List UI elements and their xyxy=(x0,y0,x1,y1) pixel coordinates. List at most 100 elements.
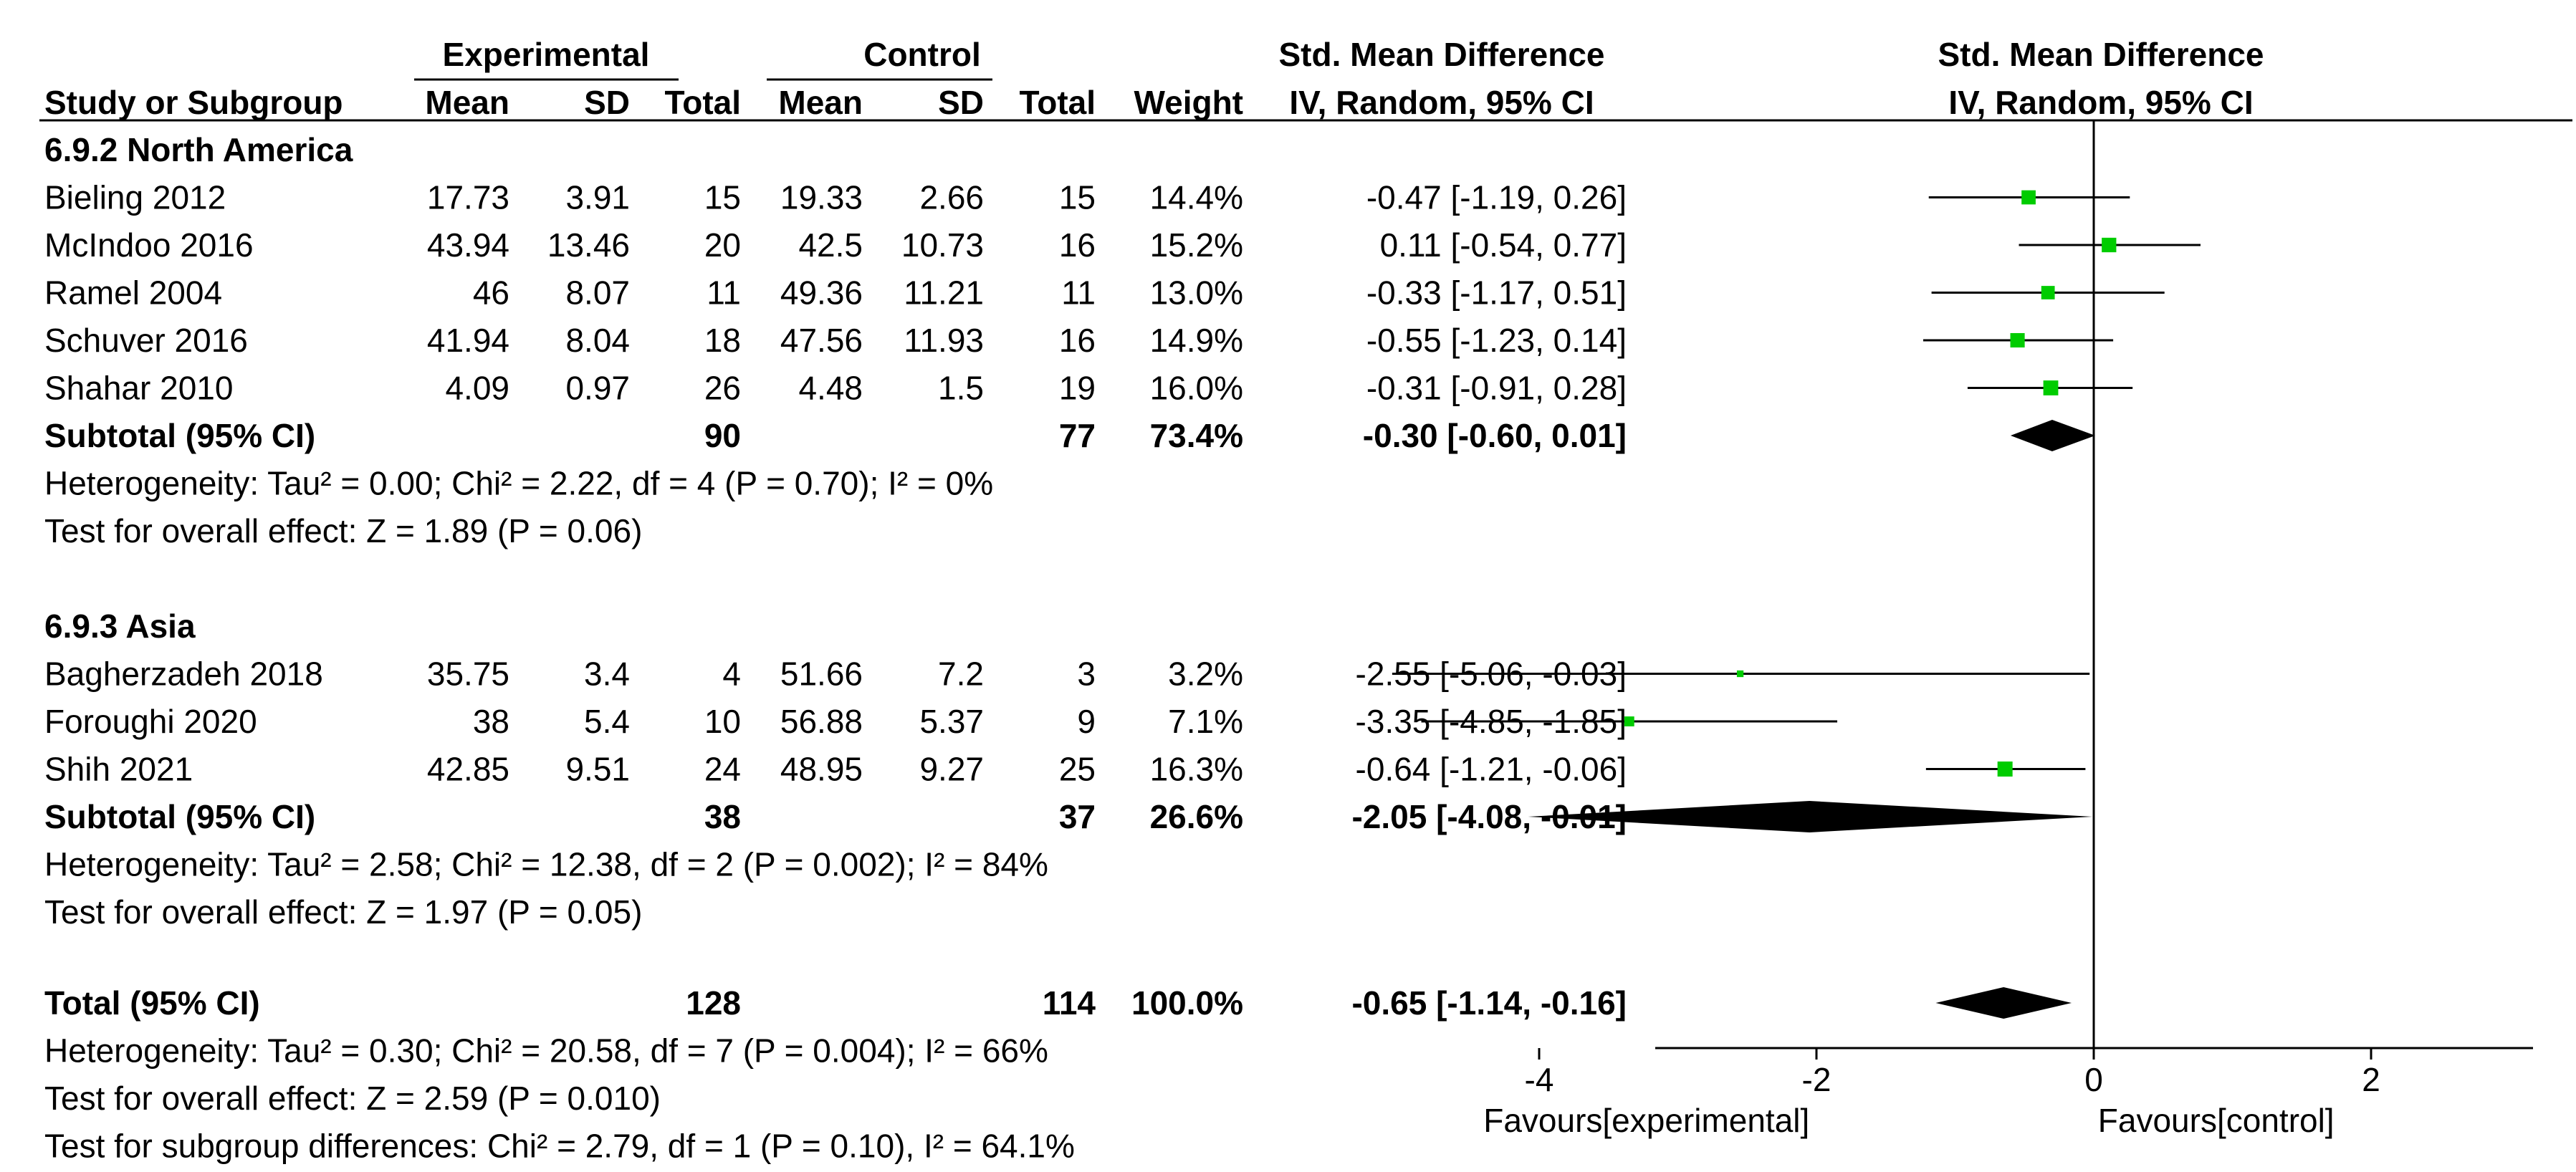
subtotal-c-total: 77 xyxy=(1059,417,1096,454)
study-e-mean: 46 xyxy=(473,274,509,312)
subtotal-diamond xyxy=(1528,801,2093,832)
x-tick-label: -4 xyxy=(1525,1061,1554,1098)
col-c-mean-header: Mean xyxy=(778,84,863,121)
study-e-sd: 8.07 xyxy=(565,274,630,312)
study-ci: -0.33 [-1.17, 0.51] xyxy=(1366,274,1627,312)
total-ci: -0.65 [-1.14, -0.16] xyxy=(1351,984,1627,1022)
study-e-total: 4 xyxy=(722,655,741,693)
study-e-sd: 9.51 xyxy=(565,751,630,788)
study-ci: 0.11 [-0.54, 0.77] xyxy=(1380,226,1627,264)
study-point xyxy=(2041,286,2055,299)
study-e-sd: 3.91 xyxy=(565,179,630,216)
study-weight: 7.1% xyxy=(1168,703,1243,740)
study-weight: 14.4% xyxy=(1150,179,1243,216)
study-e-total: 18 xyxy=(704,322,741,359)
study-ci: -0.55 [-1.23, 0.14] xyxy=(1366,322,1627,359)
subgroup-heterogeneity: Heterogeneity: Tau² = 2.58; Chi² = 12.38… xyxy=(44,846,1048,883)
study-weight: 13.0% xyxy=(1150,274,1243,312)
subtotal-weight: 73.4% xyxy=(1150,417,1243,454)
effect-column-title: Std. Mean Difference xyxy=(1279,36,1605,73)
study-e-sd: 5.4 xyxy=(584,703,630,740)
study-e-total: 24 xyxy=(704,751,741,788)
total-weight: 100.0% xyxy=(1131,984,1243,1022)
subtotal-e-total: 90 xyxy=(704,417,741,454)
col-effect-header: IV, Random, 95% CI xyxy=(1289,84,1594,121)
study-e-total: 20 xyxy=(704,226,741,264)
study-c-total: 3 xyxy=(1077,655,1096,693)
study-weight: 15.2% xyxy=(1150,226,1243,264)
study-c-mean: 4.48 xyxy=(798,370,863,407)
total-heterogeneity: Heterogeneity: Tau² = 0.30; Chi² = 20.58… xyxy=(44,1032,1048,1070)
study-c-sd: 1.5 xyxy=(938,370,984,407)
study-e-sd: 13.46 xyxy=(547,226,630,264)
total-c-total: 114 xyxy=(1043,984,1096,1022)
study-point xyxy=(1997,762,2013,777)
study-label: Bagherzadeh 2018 xyxy=(44,655,323,693)
study-c-sd: 11.21 xyxy=(904,274,984,312)
study-e-mean: 17.73 xyxy=(427,179,509,216)
col-c-sd-header: SD xyxy=(938,84,984,121)
study-label: Shahar 2010 xyxy=(44,370,233,407)
study-c-total: 19 xyxy=(1059,370,1096,407)
study-weight: 16.3% xyxy=(1150,751,1243,788)
study-e-mean: 43.94 xyxy=(427,226,509,264)
subtotal-label: Subtotal (95% CI) xyxy=(44,798,315,835)
subgroup-differences: Test for subgroup differences: Chi² = 2.… xyxy=(44,1128,1075,1165)
study-e-sd: 8.04 xyxy=(565,322,630,359)
study-e-sd: 0.97 xyxy=(565,370,630,407)
study-e-mean: 41.94 xyxy=(427,322,509,359)
study-weight: 14.9% xyxy=(1150,322,1243,359)
subtotal-c-total: 37 xyxy=(1059,798,1096,835)
study-c-total: 25 xyxy=(1059,751,1096,788)
study-e-sd: 3.4 xyxy=(584,655,630,693)
study-e-mean: 4.09 xyxy=(445,370,509,407)
study-label: Bieling 2012 xyxy=(44,179,226,216)
study-c-sd: 9.27 xyxy=(919,751,984,788)
study-point xyxy=(2021,190,2036,205)
study-ci: -0.64 [-1.21, -0.06] xyxy=(1356,751,1627,788)
study-c-sd: 2.66 xyxy=(919,179,984,216)
study-label: McIndoo 2016 xyxy=(44,226,254,264)
study-e-mean: 38 xyxy=(473,703,509,740)
x-tick-label: 0 xyxy=(2084,1061,2103,1098)
study-e-total: 11 xyxy=(707,274,741,312)
study-e-total: 10 xyxy=(704,703,741,740)
study-point xyxy=(1624,716,1634,726)
study-weight: 16.0% xyxy=(1150,370,1243,407)
x-tick-label: 2 xyxy=(2362,1061,2380,1098)
favours-experimental-label: Favours[experimental] xyxy=(1483,1102,1809,1139)
study-ci: -0.47 [-1.19, 0.26] xyxy=(1366,179,1627,216)
study-weight: 3.2% xyxy=(1168,655,1243,693)
col-e-sd-header: SD xyxy=(584,84,630,121)
study-point xyxy=(2010,332,2025,348)
study-c-mean: 56.88 xyxy=(780,703,863,740)
study-c-total: 9 xyxy=(1077,703,1096,740)
study-c-sd: 7.2 xyxy=(938,655,984,693)
subtotal-diamond xyxy=(2010,420,2095,451)
study-ci: -0.31 [-0.91, 0.28] xyxy=(1366,370,1627,407)
subtotal-label: Subtotal (95% CI) xyxy=(44,417,315,454)
study-label: Schuver 2016 xyxy=(44,322,248,359)
control-group-header: Control xyxy=(863,36,981,73)
study-c-sd: 10.73 xyxy=(901,226,984,264)
experimental-group-header: Experimental xyxy=(443,36,650,73)
study-e-total: 26 xyxy=(704,370,741,407)
study-c-sd: 5.37 xyxy=(919,703,984,740)
x-tick-label: -2 xyxy=(1802,1061,1832,1098)
study-label: Foroughi 2020 xyxy=(44,703,257,740)
study-c-total: 15 xyxy=(1059,179,1096,216)
study-c-mean: 47.56 xyxy=(780,322,863,359)
total-label: Total (95% CI) xyxy=(44,984,260,1022)
subgroup-heterogeneity: Heterogeneity: Tau² = 0.00; Chi² = 2.22,… xyxy=(44,465,993,502)
subtotal-weight: 26.6% xyxy=(1150,798,1243,835)
study-label: Shih 2021 xyxy=(44,751,193,788)
study-c-sd: 11.93 xyxy=(904,322,984,359)
subtotal-e-total: 38 xyxy=(704,798,741,835)
study-point xyxy=(1736,670,1744,678)
study-c-mean: 51.66 xyxy=(780,655,863,693)
study-point xyxy=(2102,237,2117,253)
col-study-header: Study or Subgroup xyxy=(44,84,343,121)
study-c-mean: 19.33 xyxy=(780,179,863,216)
col-e-mean-header: Mean xyxy=(425,84,509,121)
